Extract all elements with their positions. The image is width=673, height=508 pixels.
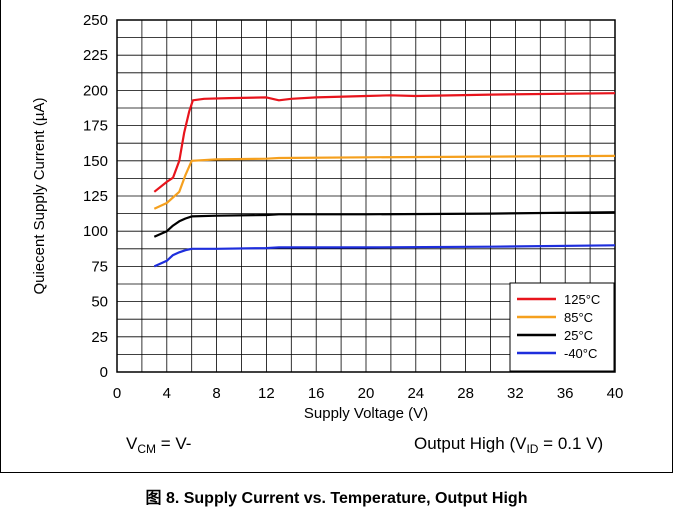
legend: 125°C 85°C 25°C -40°C [509, 282, 615, 372]
y-tick-label: 75 [91, 258, 108, 275]
series-line [153, 154, 616, 210]
plot-area-border [116, 19, 616, 373]
series-line [153, 211, 616, 238]
y-tick-label: 175 [83, 118, 108, 135]
legend-label: 85°C [564, 310, 593, 325]
y-tick-label: 125 [83, 188, 108, 205]
x-tick-label: 28 [457, 385, 474, 402]
x-tick-label: 12 [258, 385, 275, 402]
x-tick-label: 24 [407, 385, 424, 402]
x-tick-label: 16 [308, 385, 325, 402]
legend-label: 25°C [564, 328, 593, 343]
x-tick-label: 32 [507, 385, 524, 402]
figure-caption: 图 8. Supply Current vs. Temperature, Out… [145, 490, 528, 507]
x-tick-labels: 0 4 8 12 16 20 24 28 32 36 40 [113, 385, 624, 402]
x-tick-label: 40 [607, 385, 624, 402]
x-axis-label: Supply Voltage (V) [304, 405, 428, 422]
series-line [153, 244, 616, 268]
legend-label: 125°C [564, 292, 600, 307]
y-tick-label: 225 [83, 47, 108, 64]
chart-series [153, 92, 616, 268]
x-tick-label: 8 [212, 385, 220, 402]
y-tick-label: 100 [83, 223, 108, 240]
condition-vcm: VCM = V- [126, 434, 191, 456]
x-tick-label: 36 [557, 385, 574, 402]
y-tick-label: 25 [91, 329, 108, 346]
legend-label: -40°C [564, 346, 597, 361]
legend-box [509, 282, 615, 372]
chart: 0 4 8 12 16 20 24 28 32 36 40 0 25 50 75 100 125 150 175 2… [31, 12, 624, 456]
condition-output-high: Output High (VID = 0.1 V) [414, 434, 603, 456]
x-tick-label: 4 [163, 385, 171, 402]
y-axis-label: Quiecent Supply Current (µA) [31, 97, 48, 294]
y-tick-label: 0 [100, 364, 108, 381]
x-tick-label: 20 [358, 385, 375, 402]
y-tick-label: 50 [91, 294, 108, 311]
series-line [153, 92, 616, 193]
x-tick-label: 0 [113, 385, 121, 402]
y-tick-label: 250 [83, 12, 108, 29]
y-tick-label: 150 [83, 153, 108, 170]
y-tick-labels: 0 25 50 75 100 125 150 175 200 225 250 [83, 12, 108, 381]
y-tick-label: 200 [83, 82, 108, 99]
